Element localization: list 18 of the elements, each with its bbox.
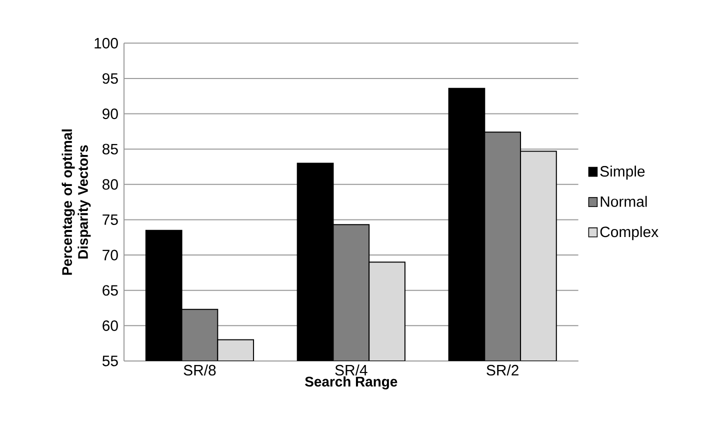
- y-tick-label: 65: [102, 285, 118, 296]
- legend-label: Simple: [600, 166, 645, 180]
- legend-label: Complex: [600, 226, 658, 240]
- y-tick-label: 75: [102, 214, 118, 225]
- y-axis-title: Percentage of optimal Disparity Vectors: [62, 129, 91, 275]
- x-tick-label: SR/8: [184, 364, 216, 376]
- x-tick-label: SR/2: [486, 364, 518, 376]
- x-tick-label: SR/4: [335, 364, 368, 376]
- y-tick-label: 60: [102, 320, 118, 331]
- y-tick-label: 85: [102, 144, 118, 154]
- legend-label: Normal: [600, 196, 647, 207]
- x-axis-title: Search Range: [305, 376, 398, 390]
- y-tick-label: 95: [102, 73, 118, 84]
- y-tick-label: 100: [94, 38, 118, 48]
- y-tick-label: 90: [102, 108, 118, 120]
- y-tick-label: 70: [102, 250, 118, 260]
- y-tick-label: 80: [102, 179, 118, 190]
- y-tick-label: 55: [102, 356, 118, 366]
